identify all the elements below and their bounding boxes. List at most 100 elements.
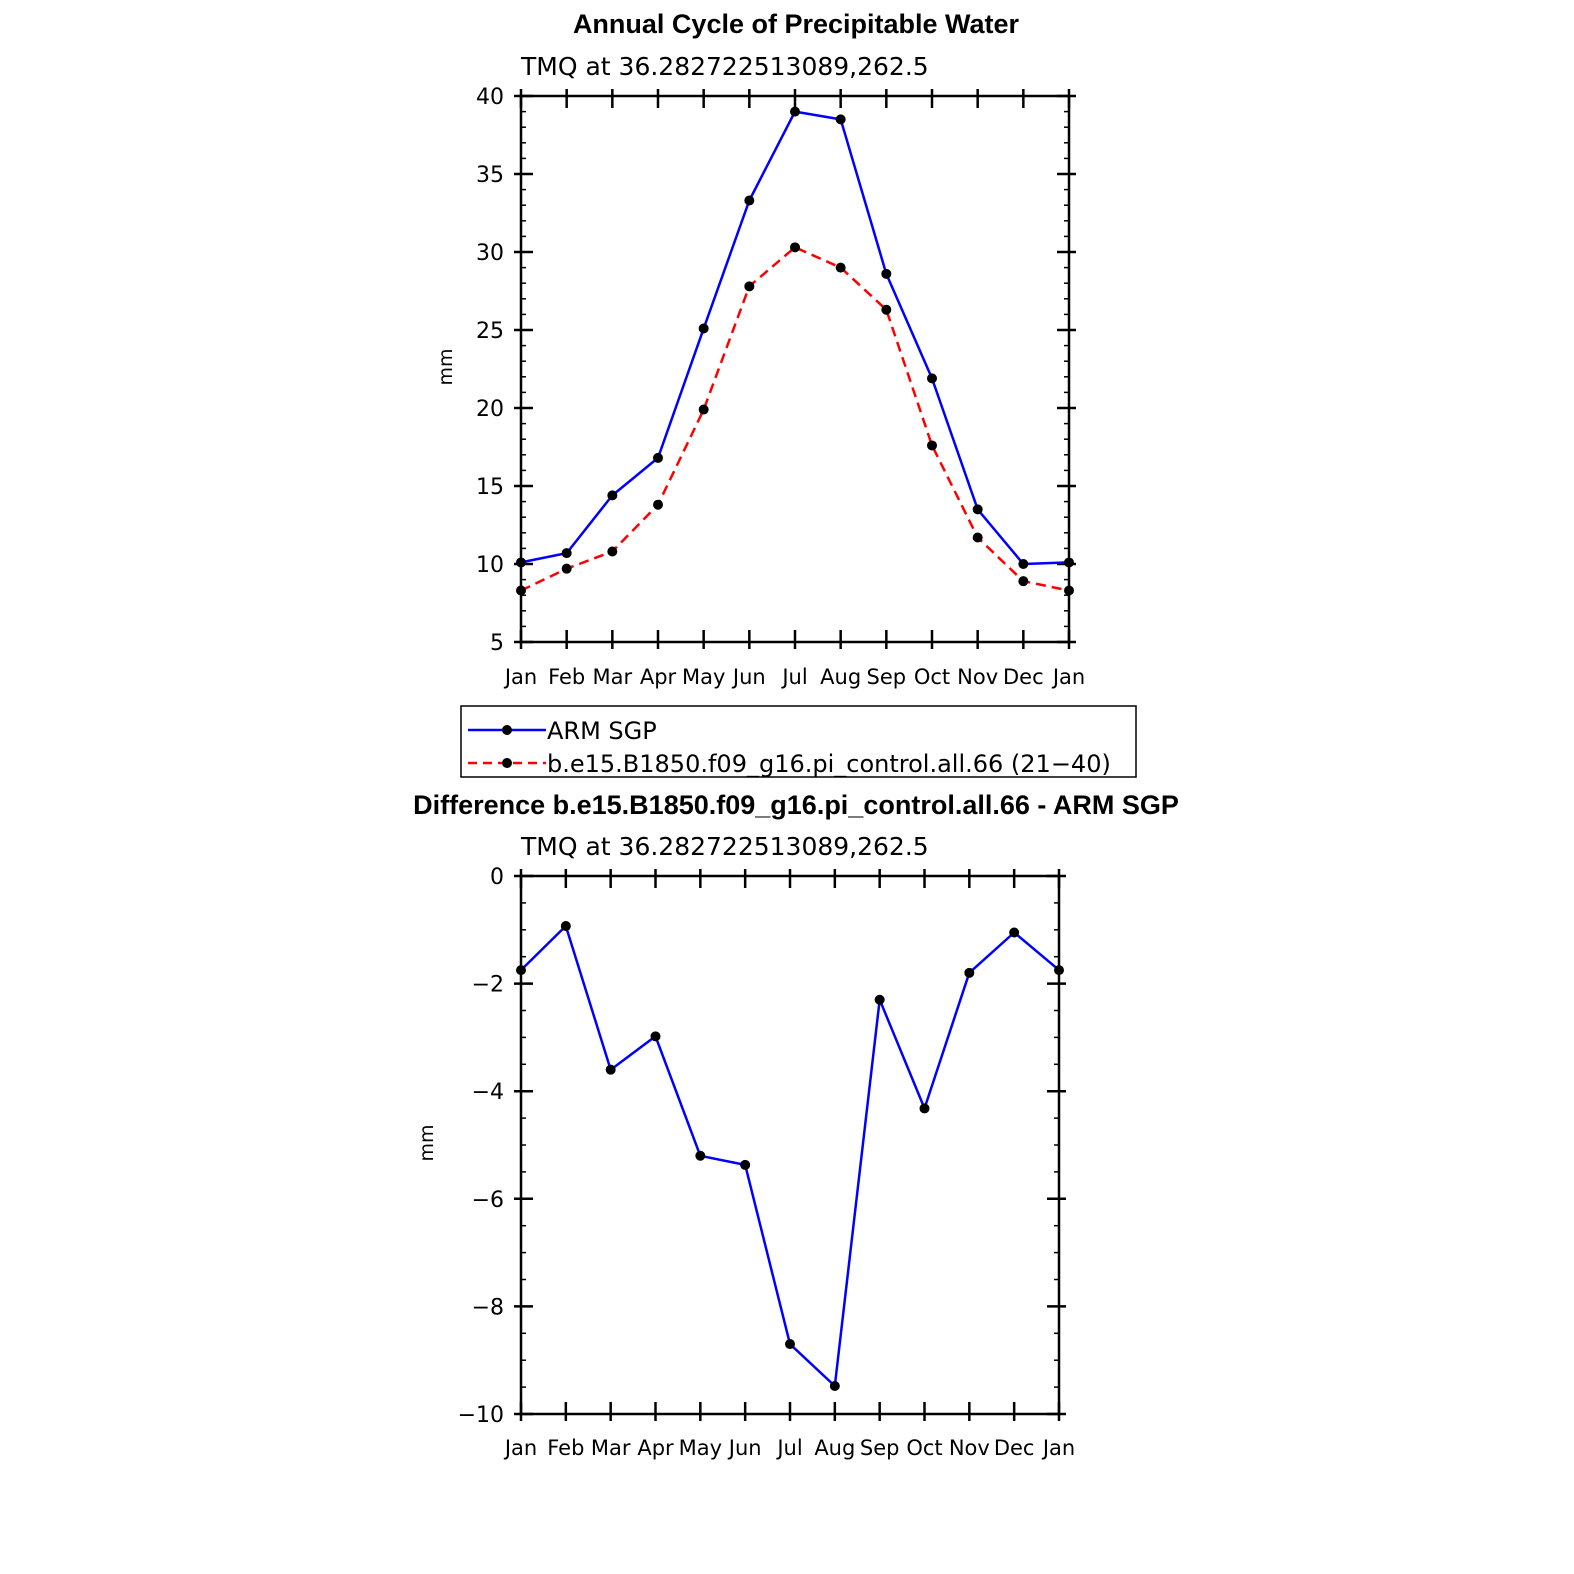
data-point: [1009, 927, 1020, 938]
x-tick-label: Jan: [503, 665, 537, 689]
data-point: [874, 994, 885, 1005]
data-point: [698, 323, 709, 334]
y-tick-label: −2: [472, 973, 504, 998]
x-tick-label: Mar: [593, 665, 633, 689]
y-tick-label: 15: [476, 475, 504, 500]
data-point: [1064, 585, 1074, 596]
x-tick-label: Oct: [906, 1436, 942, 1460]
annual-cycle-panel: Annual Cycle of Precipitable Water TMQ a…: [435, 9, 1137, 778]
difference-chart-subtitle: TMQ at 36.282722513089,262.5: [520, 832, 929, 861]
difference-chart-title: Difference b.e15.B1850.f09_g16.pi_contro…: [413, 790, 1179, 820]
data-point: [695, 1150, 706, 1161]
data-point: [835, 114, 846, 125]
chart-subtitle: TMQ at 36.282722513089,262.5: [520, 52, 929, 81]
x-tick-label: Jul: [780, 665, 807, 689]
data-point: [881, 304, 892, 315]
series-layer: [516, 921, 1064, 1392]
data-point: [516, 585, 526, 596]
data-point: [927, 373, 937, 384]
data-point: [516, 965, 526, 976]
y-tick-label: −6: [472, 1188, 504, 1213]
x-tick-label: Jun: [727, 1436, 762, 1460]
data-point: [829, 1381, 840, 1392]
data-point: [516, 557, 526, 568]
data-point: [607, 546, 618, 557]
series-line-0: [520, 110, 1070, 566]
data-point: [560, 921, 571, 932]
legend-marker-arm-sgp: [502, 725, 512, 735]
data-point: [790, 242, 800, 253]
x-tick-label: Feb: [548, 665, 585, 689]
difference-y-axis-label: mm: [416, 1124, 438, 1161]
x-tick-label: Sep: [867, 665, 907, 689]
data-point: [561, 548, 572, 559]
data-point: [605, 1064, 616, 1075]
plot-frame: [519, 94, 1071, 644]
x-tick-label: Apr: [637, 1436, 674, 1460]
x-tick-label: Sep: [860, 1436, 900, 1460]
series-line-0: [520, 924, 1060, 1388]
data-point: [1018, 559, 1029, 569]
x-tick-label: Jan: [503, 1436, 537, 1460]
x-tick-label: Jan: [1051, 665, 1085, 689]
axes: −10 −8 −6 −4 −2 0 Jan Feb Mar Apr May Jun Jul Aug Sep O…: [458, 865, 1076, 1460]
y-tick-label: 10: [476, 553, 504, 578]
y-axis-label: mm: [435, 348, 457, 385]
x-tick-label: Aug: [820, 665, 861, 689]
x-tick-label: Oct: [914, 665, 950, 689]
data-point: [919, 1103, 930, 1114]
data-point: [972, 504, 983, 515]
data-point: [653, 499, 663, 510]
data-point: [790, 106, 800, 117]
data-point: [607, 490, 618, 501]
data-point: [972, 532, 983, 543]
difference-panel: Difference b.e15.B1850.f09_g16.pi_contro…: [413, 790, 1179, 1460]
data-point: [698, 404, 709, 415]
y-tick-label: −4: [472, 1080, 504, 1105]
series-layer: [516, 106, 1074, 596]
chart-title: Annual Cycle of Precipitable Water: [573, 9, 1020, 39]
x-tick-label: Jan: [1041, 1436, 1075, 1460]
y-tick-label: 20: [476, 397, 504, 422]
y-tick-label: 35: [476, 163, 504, 188]
legend: ARM SGP b.e15.B1850.f09_g16.pi_control.a…: [460, 705, 1137, 778]
y-tick-label: 0: [490, 865, 504, 890]
x-tick-label: Feb: [547, 1436, 584, 1460]
data-point: [740, 1159, 751, 1170]
y-tick-label: 25: [476, 319, 504, 344]
data-point: [561, 563, 572, 574]
data-point: [1054, 965, 1064, 976]
y-tick-label: 5: [490, 631, 504, 656]
x-tick-label: Mar: [591, 1436, 631, 1460]
data-point: [1018, 576, 1029, 587]
x-tick-label: Dec: [994, 1436, 1035, 1460]
y-tick-label: 40: [476, 85, 504, 110]
x-tick-label: Jun: [731, 665, 766, 689]
legend-label-arm-sgp: ARM SGP: [547, 717, 657, 745]
x-tick-label: May: [682, 665, 725, 689]
x-tick-label: Aug: [814, 1436, 855, 1460]
data-point: [744, 195, 755, 206]
x-tick-label: Jul: [775, 1436, 802, 1460]
y-tick-label: −8: [472, 1295, 504, 1320]
data-point: [964, 967, 975, 978]
data-point: [653, 452, 663, 463]
data-point: [744, 281, 755, 292]
legend-box: [460, 705, 1137, 778]
data-point: [1064, 557, 1074, 568]
x-tick-label: Nov: [957, 665, 998, 689]
y-tick-label: −10: [458, 1403, 504, 1428]
legend-marker-model: [502, 758, 512, 768]
x-tick-label: May: [679, 1436, 722, 1460]
data-point: [881, 268, 892, 279]
x-tick-label: Nov: [949, 1436, 990, 1460]
data-point: [835, 262, 846, 273]
axes: 5 10 15 20 25 30 35 40 Jan Feb Mar Apr May Jun Jul Aug S…: [476, 85, 1085, 689]
x-tick-label: Apr: [640, 665, 677, 689]
data-point: [927, 440, 937, 451]
data-point: [650, 1031, 661, 1042]
legend-label-model: b.e15.B1850.f09_g16.pi_control.all.66 (2…: [547, 750, 1111, 778]
y-tick-label: 30: [476, 241, 504, 266]
plot-frame: [519, 874, 1061, 1416]
